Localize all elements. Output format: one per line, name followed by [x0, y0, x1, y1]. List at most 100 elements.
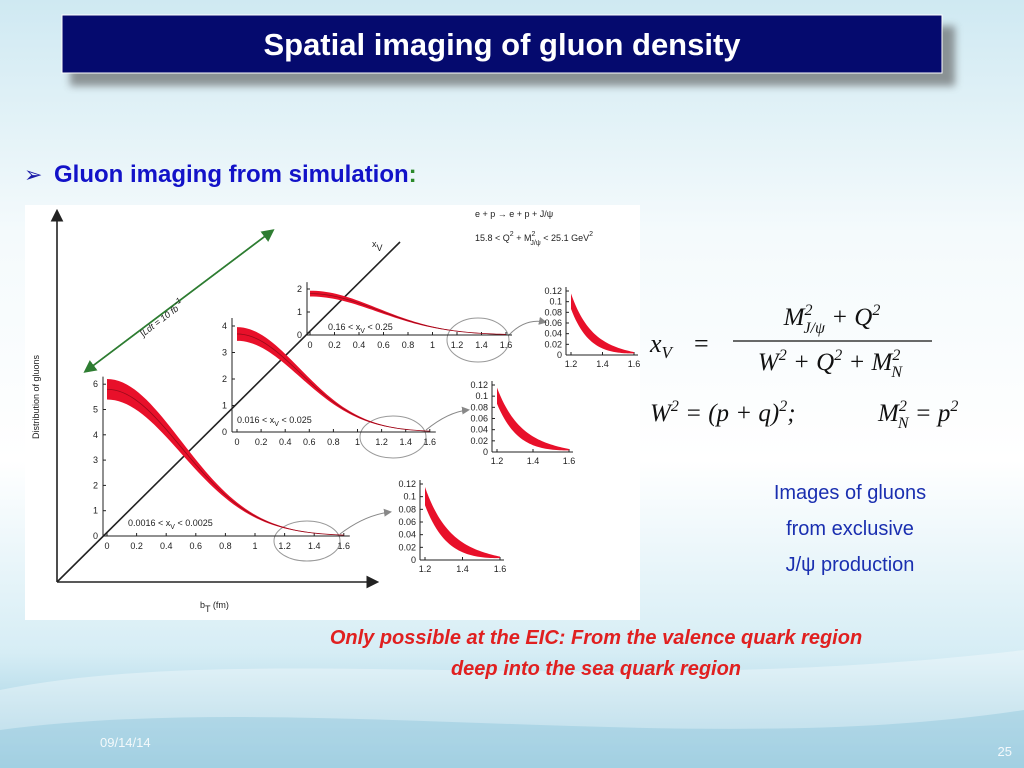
x-tick-label: 0.2 — [328, 340, 341, 350]
x-tick-label: 1.2 — [375, 437, 388, 447]
y-tick-label: 0 — [222, 427, 227, 437]
y-tick-label: 4 — [93, 430, 98, 440]
y-tick-label: 0.12 — [398, 479, 416, 489]
label-sub: V — [360, 328, 365, 335]
label-part: x — [372, 239, 377, 249]
formula-part: x — [649, 329, 662, 358]
formula-sub: N — [897, 415, 910, 432]
label-part: < 25.1 GeV — [541, 233, 589, 243]
zoom-ellipse — [273, 520, 341, 562]
label-part: < 0.0025 — [175, 518, 213, 528]
label-sub: V — [170, 524, 175, 531]
label-part: 0.0016 < x — [128, 518, 171, 528]
y-tick-label: 0.08 — [544, 307, 562, 317]
y-tick-label: 0 — [297, 330, 302, 340]
formula-part: = p — [909, 400, 951, 427]
formula-part: W — [758, 349, 781, 376]
zoom-ellipse — [359, 415, 427, 459]
y-tick-label: 0.06 — [470, 414, 488, 424]
bullet-marker: ➢ — [24, 162, 42, 187]
x-tick-label: 0.2 — [130, 541, 143, 551]
density-curve — [106, 388, 344, 536]
y-tick-label: 2 — [222, 374, 227, 384]
formula-mn: M2 N = p2 — [877, 398, 958, 432]
x-tick-label: 0.8 — [327, 437, 340, 447]
formula-eq: = — [694, 329, 709, 358]
formula-numerator: M2 J/ψ + Q2 — [783, 302, 881, 337]
zoom-ellipse — [446, 317, 510, 363]
x-tick-label: 1.4 — [308, 541, 321, 551]
density-curve — [236, 333, 430, 432]
x-tick-label: 0.6 — [377, 340, 390, 350]
xv-axis-label: xV — [372, 239, 383, 253]
figure: xV Distribution of gluons bT (fm) ∫Ldt =… — [25, 205, 640, 620]
formula-part: W — [650, 400, 673, 427]
formula-sup: 2 — [779, 347, 787, 364]
density-band — [107, 378, 344, 536]
y-tick-label: 2 — [93, 480, 98, 490]
x-tick-label: 0.8 — [402, 340, 415, 350]
formula-sup: 2 — [950, 398, 958, 415]
y-tick-label: 0.12 — [544, 286, 562, 296]
x-tick-label: 1 — [430, 340, 435, 350]
y-tick-label: 0.02 — [470, 436, 488, 446]
formula-sup: 2 — [834, 347, 842, 364]
bullet-text: Gluon imaging from simulation — [54, 161, 409, 188]
zoom-arrow — [508, 316, 547, 336]
bullet-text: Gluon imaging from simulation: — [54, 161, 417, 188]
kinematics: 15.8 < Q2 + M2 J/ψ < 25.1 GeV2 — [475, 231, 593, 247]
formula-sup: 2 — [892, 347, 900, 364]
formula-sup: 2 — [779, 398, 787, 415]
x-tick-label: 1.2 — [451, 340, 464, 350]
density-band — [425, 487, 500, 559]
footer-page: 25 — [998, 744, 1012, 759]
formula-part: M — [877, 400, 900, 427]
label-sub: V — [377, 243, 383, 253]
x-tick-label: 0.8 — [219, 541, 232, 551]
label-sup: 2 — [531, 231, 535, 238]
formula-w: W2 = (p + q)2; M2 N = p2 — [650, 398, 958, 432]
formula-sup: 2 — [804, 302, 812, 319]
y-axis-label: Distribution of gluons — [31, 354, 41, 439]
x-tick-label: 1.6 — [494, 564, 507, 574]
x-tick-label: 1 — [252, 541, 257, 551]
y-tick-label: 0.08 — [470, 402, 488, 412]
label-part: + M — [514, 233, 532, 243]
caption-line: from exclusive — [786, 518, 914, 540]
y-tick-label: 0.04 — [470, 425, 488, 435]
label-part: 0.16 < x — [328, 322, 361, 332]
wave — [0, 710, 1024, 768]
formula-sub: V — [662, 343, 675, 362]
formula-sub: N — [890, 364, 903, 381]
y-tick-label: 6 — [93, 379, 98, 389]
x-tick-label: 1.2 — [278, 541, 291, 551]
density-band — [497, 387, 569, 451]
x-tick-label: 0 — [234, 437, 239, 447]
x-tick-label: 1.6 — [500, 340, 513, 350]
formula-sup: 2 — [872, 302, 880, 319]
formula-denominator: W2 + Q2 + M2 N — [758, 347, 903, 381]
figure-background — [25, 205, 640, 620]
caption-line: Images of gluons — [774, 482, 926, 504]
x-tick-label: 0.4 — [279, 437, 292, 447]
formula-part: + Q — [787, 349, 834, 376]
label-part: 15.8 < Q — [475, 233, 510, 243]
x-tick-label: 0.4 — [160, 541, 173, 551]
wave — [0, 650, 1024, 768]
label-part: < 0.025 — [279, 415, 312, 425]
x-tick-label: 1.6 — [563, 456, 576, 466]
x-tick-label: 1.6 — [338, 541, 351, 551]
label-part: (fm) — [210, 600, 229, 610]
x-tick-label: 0.2 — [255, 437, 268, 447]
density-curve — [309, 293, 507, 335]
x-tick-label: 0 — [307, 340, 312, 350]
footer-date: 09/14/14 — [100, 735, 151, 750]
y-tick-label: 0.1 — [549, 297, 562, 307]
x-tick-label: 0.4 — [353, 340, 366, 350]
density-band — [310, 290, 506, 335]
x-tick-label: 1.4 — [596, 359, 609, 369]
zoom-arrow — [425, 406, 470, 431]
y-tick-label: 4 — [222, 321, 227, 331]
x-tick-label: 0.6 — [303, 437, 316, 447]
